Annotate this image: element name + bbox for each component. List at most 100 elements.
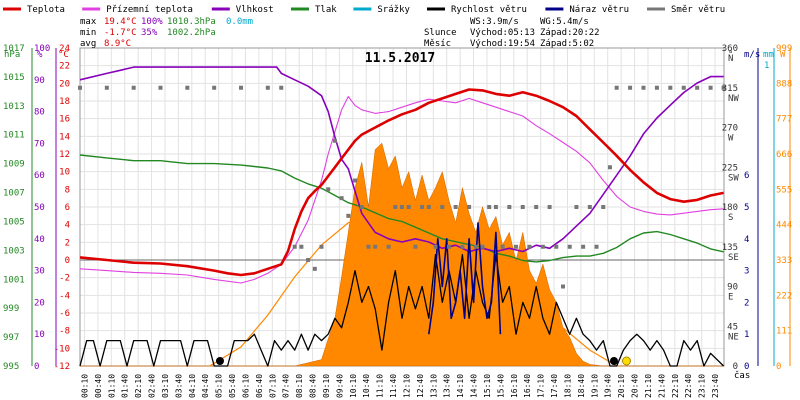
wind-direction-point: [420, 205, 425, 209]
y-tick-mm: 1: [764, 61, 769, 71]
wind-direction-point: [131, 85, 136, 90]
info-moon-label: Měsíc: [424, 39, 451, 49]
y-tick-temp: 4: [65, 221, 70, 231]
wind-direction-point: [654, 85, 659, 90]
x-tick-label: 10:40: [362, 374, 371, 398]
y-tick-temp: -4: [59, 291, 70, 301]
legend-label: Vlhkost: [236, 5, 274, 15]
wind-direction-point: [332, 138, 337, 143]
sunset-marker: [622, 356, 632, 366]
x-tick-label: 14:40: [470, 374, 479, 398]
wind-direction-point: [366, 244, 371, 249]
wind-direction-point: [212, 85, 217, 90]
wind-direction-point: [547, 205, 552, 209]
legend-label: Tlak: [315, 5, 337, 15]
x-tick-label: 12:10: [402, 374, 411, 398]
x-tick-label: 20:10: [617, 374, 626, 398]
wind-direction-point: [326, 187, 331, 192]
y-tick-temp: 10: [59, 168, 70, 178]
wind-direction-point: [480, 244, 485, 249]
y-tick-hpa: 1001: [3, 275, 25, 285]
x-tick-label: 19:10: [590, 374, 599, 398]
y-tick-ms: 4: [744, 235, 749, 245]
info-wg: WG:5.4m/s: [540, 17, 589, 27]
y-tick-hpa: 1017: [3, 44, 25, 54]
wind-direction-point: [373, 244, 378, 249]
y-tick-dir: N: [728, 54, 733, 64]
x-tick-label: 13:10: [429, 374, 438, 398]
series-layer: [78, 66, 726, 367]
y-tick-pct: 90: [34, 76, 45, 86]
stats-min-press: 1002.2hPa: [167, 28, 216, 38]
stats-avg-temp: 8.9°C: [104, 39, 131, 49]
y-tick-wm2: 666: [776, 150, 792, 160]
wind-direction-point: [319, 244, 324, 249]
x-tick-label: 00:10: [80, 374, 89, 398]
wind-direction-point: [527, 244, 532, 249]
wind-direction-point: [607, 165, 612, 170]
wind-direction-point: [567, 244, 572, 249]
stats-min-hum: 35%: [141, 28, 158, 38]
x-tick-label: 02:40: [148, 374, 157, 398]
wind-direction-point: [574, 205, 579, 209]
wind-direction-point: [520, 205, 525, 209]
wind-direction-point: [594, 244, 599, 249]
wind-direction-point: [339, 196, 344, 201]
legend-label: Přízemní teplota: [106, 5, 193, 15]
y-tick-ms: 3: [744, 267, 749, 277]
y-tick-wm2: 777: [776, 115, 792, 125]
wind-direction-point: [614, 85, 619, 90]
y-unit-temp: °C: [58, 50, 69, 60]
info-block: WS:3.9m/s WG:5.4m/s Slunce Východ:05:13 …: [424, 17, 600, 49]
x-tick-label: 11:10: [376, 374, 385, 398]
legend-label: Teplota: [27, 5, 65, 15]
y-tick-hpa: 1007: [3, 189, 25, 199]
y-tick-hpa: 1011: [3, 131, 25, 141]
x-tick-label: 09:10: [322, 374, 331, 398]
wind-direction-point: [668, 85, 673, 90]
wind-direction-point: [353, 178, 358, 183]
x-tick-label: 11:40: [389, 374, 398, 398]
y-tick-temp: -10: [54, 344, 70, 354]
x-tick-label: 00:40: [94, 374, 103, 398]
stats-min-label: min: [80, 28, 96, 38]
y-tick-temp: 24: [59, 44, 70, 54]
y-tick-pct: 50: [34, 203, 45, 213]
x-tick-label: 12:40: [416, 374, 425, 398]
y-tick-deg: 135: [722, 243, 738, 253]
y-tick-wm2: 444: [776, 221, 792, 231]
info-moonset: Západ:5:02: [540, 39, 594, 49]
y-unit-deg: °: [728, 50, 733, 60]
y-tick-wm2: 888: [776, 79, 792, 89]
info-sunset: Západ:20:22: [540, 28, 600, 38]
wind-direction-point: [265, 85, 270, 90]
y-tick-ms: 6: [744, 171, 749, 181]
y-unit-pct: %: [37, 50, 43, 60]
x-tick-label: 05:40: [228, 374, 237, 398]
x-tick-label: 03:10: [161, 374, 170, 398]
y-tick-deg: 0: [733, 362, 738, 372]
stats-min-temp: -1.7°C: [104, 28, 137, 38]
x-tick-label: 07:10: [268, 374, 277, 398]
y-tick-deg: 315: [722, 84, 738, 94]
y-tick-dir: NW: [728, 94, 739, 104]
y-tick-pct: 70: [34, 139, 45, 149]
wind-direction-point: [306, 258, 311, 262]
y-tick-temp: 22: [59, 62, 70, 72]
wind-direction-point: [406, 205, 411, 209]
chart-header: 11.5.2017: [365, 51, 435, 66]
y-tick-hpa: 1009: [3, 160, 25, 170]
x-tick-label: 10:10: [349, 374, 358, 398]
wind-direction-point: [540, 244, 545, 249]
solar-max-curve: [209, 206, 618, 367]
x-tick-label: 07:40: [282, 374, 291, 398]
wind-direction-point: [413, 244, 418, 249]
y-unit-hpa: hPa: [4, 50, 20, 60]
wind-direction-point: [78, 85, 82, 90]
y-tick-dir: S: [728, 213, 733, 223]
y-tick-hpa: 999: [3, 304, 19, 314]
x-axis-label: čas: [734, 370, 750, 381]
stats-max-hum: 100%: [141, 17, 163, 27]
x-tick-label: 14:10: [456, 374, 465, 398]
